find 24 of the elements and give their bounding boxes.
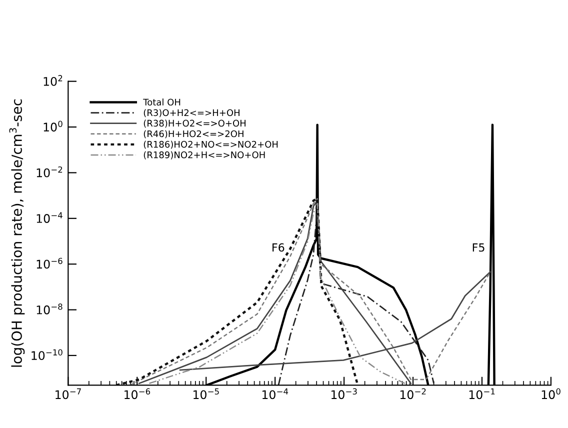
- y-tick-label: 10$^{−10}$: [32, 349, 62, 360]
- legend-label: Total OH: [143, 98, 180, 106]
- legend-label: (R186)HO2+NO<=>NO2+OH: [144, 140, 278, 149]
- y-axis-title: log(OH production rate), mole/cm$^{3}$-sec: [9, 99, 25, 367]
- x-tick-label: 10$^{−2}$: [400, 388, 426, 400]
- x-tick-label: 10$^{0}$: [542, 388, 560, 400]
- y-tick-label: 10$^{−8}$: [36, 304, 62, 314]
- x-tick-label: 10$^{−7}$: [56, 388, 81, 400]
- x-tick-label: 10$^{−1}$: [469, 388, 495, 400]
- legend-label: (R38)H+O2<=>O+OH: [144, 120, 246, 128]
- annotation: F5: [472, 243, 484, 252]
- y-tick-label: 10$^{0}$: [44, 120, 62, 132]
- annotation: F6: [272, 243, 284, 252]
- x-tick-label: 10$^{−6}$: [124, 388, 150, 400]
- x-tick-label: 10$^{−4}$: [262, 388, 288, 400]
- legend-label: (R3)O+H2<=>H+OH: [144, 109, 240, 118]
- y-tick-label: 10$^{−2}$: [36, 166, 62, 178]
- y-tick-label: 10$^{−4}$: [36, 212, 62, 223]
- y-tick-label: 10$^{−6}$: [36, 258, 62, 269]
- y-tick-label: 10$^{2}$: [44, 75, 62, 86]
- legend-label: (R46)H+HO2<=>2OH: [144, 130, 244, 138]
- x-tick-label: 10$^{−5}$: [194, 388, 219, 400]
- legend-label: (R189)NO2+H<=>NO+OH: [144, 151, 265, 160]
- x-tick-label: 10$^{−3}$: [331, 388, 357, 400]
